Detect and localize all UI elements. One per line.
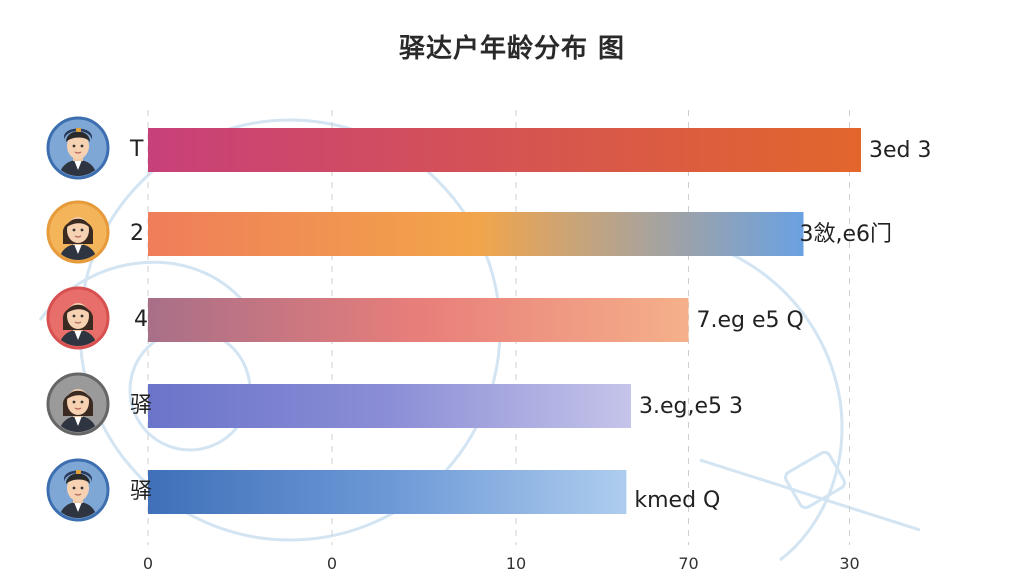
x-tick-label: 10 bbox=[505, 554, 527, 573]
x-tick-label: 0 bbox=[142, 554, 154, 573]
female-avatar-icon bbox=[46, 372, 110, 436]
data-label: 7.eg e5 Q bbox=[696, 308, 804, 333]
bar-1 bbox=[148, 128, 861, 172]
data-label: 3.eg,e5 3 bbox=[639, 394, 744, 419]
category-label: 驿 bbox=[130, 479, 153, 504]
category-label: 2 bbox=[130, 221, 144, 246]
chart-title: 驿达户年龄分布 图 bbox=[398, 34, 626, 64]
male-avatar-icon bbox=[46, 116, 110, 180]
bar-series bbox=[148, 128, 861, 514]
x-tick-label: 0 bbox=[326, 554, 338, 573]
female-avatar-icon bbox=[46, 286, 110, 350]
bar-3 bbox=[148, 298, 689, 342]
x-tick-label: 70 bbox=[678, 554, 699, 573]
data-label: 3敜,e6门 bbox=[799, 222, 893, 247]
bar-5 bbox=[148, 470, 627, 514]
category-label: 4 bbox=[134, 307, 148, 332]
data-label: kmed Q bbox=[634, 488, 721, 513]
female-avatar-icon bbox=[46, 200, 110, 264]
category-label: T bbox=[130, 137, 144, 162]
x-tick-label: 30 bbox=[839, 554, 860, 573]
bar-2 bbox=[148, 212, 804, 256]
data-label: 3ed 3 bbox=[869, 138, 932, 163]
category-label: 驿 bbox=[130, 393, 153, 418]
bar-4 bbox=[148, 384, 631, 428]
male-avatar-icon bbox=[46, 458, 110, 522]
